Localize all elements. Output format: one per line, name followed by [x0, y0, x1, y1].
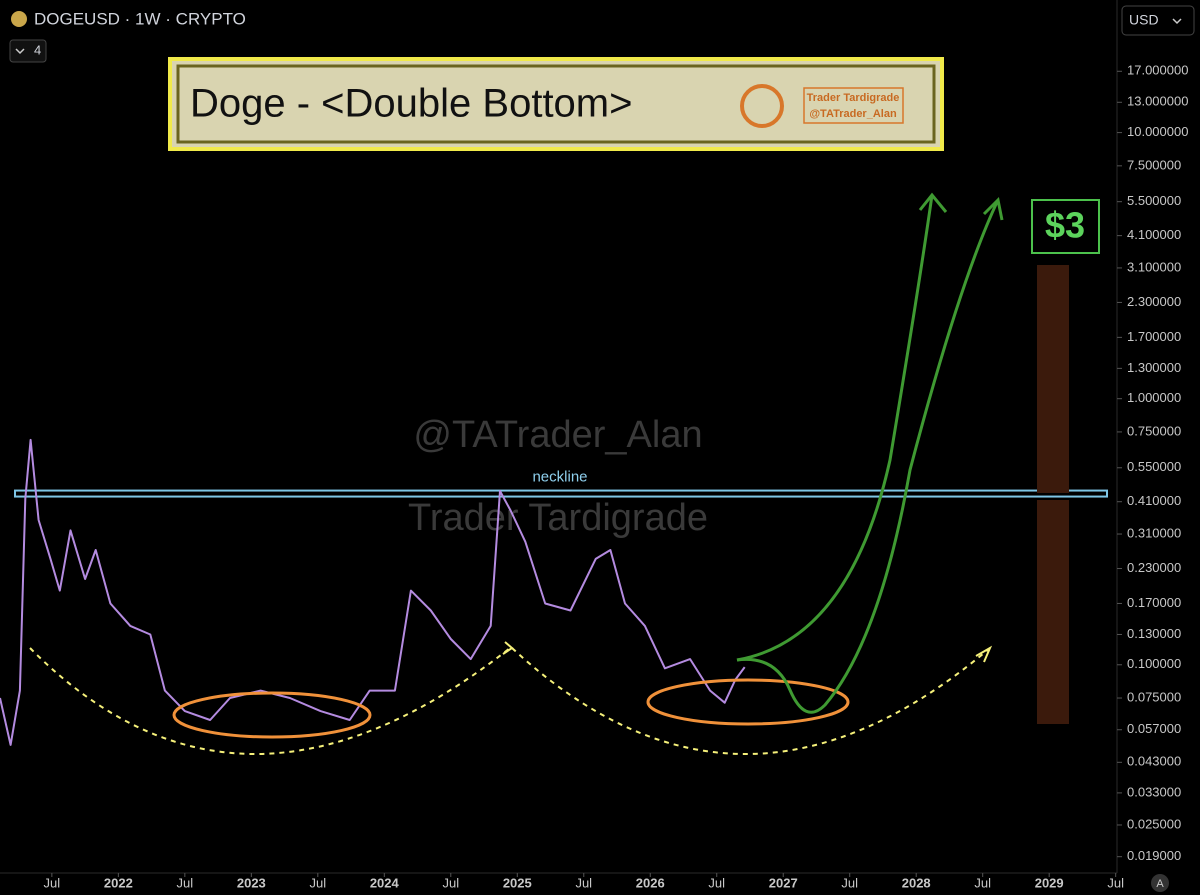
y-tick-label: 0.130000 [1127, 626, 1181, 641]
x-tick-label: 2026 [636, 875, 665, 890]
x-tick-label: Jul [44, 875, 61, 890]
currency: USD [1129, 12, 1159, 28]
title-box-inner [176, 64, 936, 144]
projection [736, 199, 1000, 714]
y-tick-label: 3.100000 [1127, 259, 1181, 274]
chart-title: Doge - <Double Bottom> [190, 82, 632, 126]
y-tick-label: 1.700000 [1127, 329, 1181, 344]
bottom-ellipse [172, 691, 372, 739]
projection [736, 194, 934, 662]
y-tick-label: 0.410000 [1127, 493, 1181, 508]
chevron [1172, 18, 1182, 25]
x-tick-label: Jul [1107, 875, 1124, 890]
target-bar [1037, 500, 1069, 724]
x-tick-label: Jul [177, 875, 194, 890]
x-tick-label: 2023 [237, 875, 266, 890]
watermark: Trader Tardigrade [408, 497, 708, 539]
y-tick-label: 13.000000 [1127, 94, 1188, 109]
y-tick-label: 0.100000 [1127, 656, 1181, 671]
neckline [14, 489, 1108, 498]
y-tick-label: 5.500000 [1127, 193, 1181, 208]
price-axis [1117, 0, 1200, 895]
x-tick-label: Jul [310, 875, 327, 890]
y-tick-label: 0.019000 [1127, 848, 1181, 863]
x-tick-label: 2024 [370, 875, 400, 890]
x-tick-label: Jul [708, 875, 725, 890]
y-tick-label: 0.230000 [1127, 560, 1181, 575]
x-tick-label: 2028 [902, 875, 931, 890]
target-bar [1037, 265, 1069, 493]
y-tick-label: 7.500000 [1127, 157, 1181, 172]
y-tick-label: 0.025000 [1127, 816, 1181, 831]
x-tick-label: 2029 [1035, 875, 1064, 890]
y-tick-label: 17.000000 [1127, 63, 1188, 78]
plot-area: @TATrader_Alan Trader Tardigrade necklin… [0, 57, 1108, 755]
auto-label: A [1156, 878, 1164, 890]
logo [740, 84, 784, 128]
watermark: @TATrader_Alan [413, 414, 702, 456]
y-tick-label: 1.000000 [1127, 390, 1181, 405]
arrow-head [918, 192, 948, 213]
y-tick-label: 0.170000 [1127, 595, 1181, 610]
badge [803, 87, 904, 124]
indicator-toggle[interactable] [9, 39, 47, 63]
x-tick-label: Jul [841, 875, 858, 890]
arc [511, 647, 991, 755]
bottom-ellipse [646, 678, 850, 726]
x-tick-label: Jul [974, 875, 991, 890]
x-tick-label: 2025 [503, 875, 532, 890]
auto-button[interactable] [1151, 874, 1169, 892]
y-tick-label: 10.000000 [1127, 124, 1188, 139]
title-box [168, 57, 944, 151]
y-tick-label: 0.075000 [1127, 689, 1181, 704]
x-tick-label: Jul [575, 875, 592, 890]
symbol[interactable]: DOGEUSD · 1W · CRYPTO [34, 9, 246, 28]
x-tick-label: 2027 [769, 875, 798, 890]
chevron [15, 48, 25, 55]
x-tick-label: Jul [442, 875, 459, 890]
symbol-icon [11, 11, 27, 27]
arrow-head [502, 641, 514, 655]
y-tick-label: 4.100000 [1127, 227, 1181, 242]
arrow-head [975, 645, 993, 663]
arrow-head [982, 196, 1004, 221]
y-tick-label: 0.310000 [1127, 525, 1181, 540]
target-box [1031, 199, 1100, 254]
y-tick-label: 0.750000 [1127, 423, 1181, 438]
target-label: $3 [1045, 205, 1085, 246]
y-tick-label: 0.033000 [1127, 784, 1181, 799]
y-tick-label: 2.300000 [1127, 294, 1181, 309]
neckline-label: neckline [532, 469, 587, 486]
y-tick-label: 1.300000 [1127, 360, 1181, 375]
y-tick-label: 0.550000 [1127, 459, 1181, 474]
y-tick-label: 0.057000 [1127, 721, 1181, 736]
x-tick-label: 2022 [104, 875, 133, 890]
indicator-count: 4 [34, 42, 41, 57]
badge-text: Trader Tardigrade [807, 92, 900, 104]
y-tick-label: 0.043000 [1127, 754, 1181, 769]
currency-select[interactable] [1121, 5, 1195, 36]
badge-text: @TATrader_Alan [809, 108, 897, 120]
